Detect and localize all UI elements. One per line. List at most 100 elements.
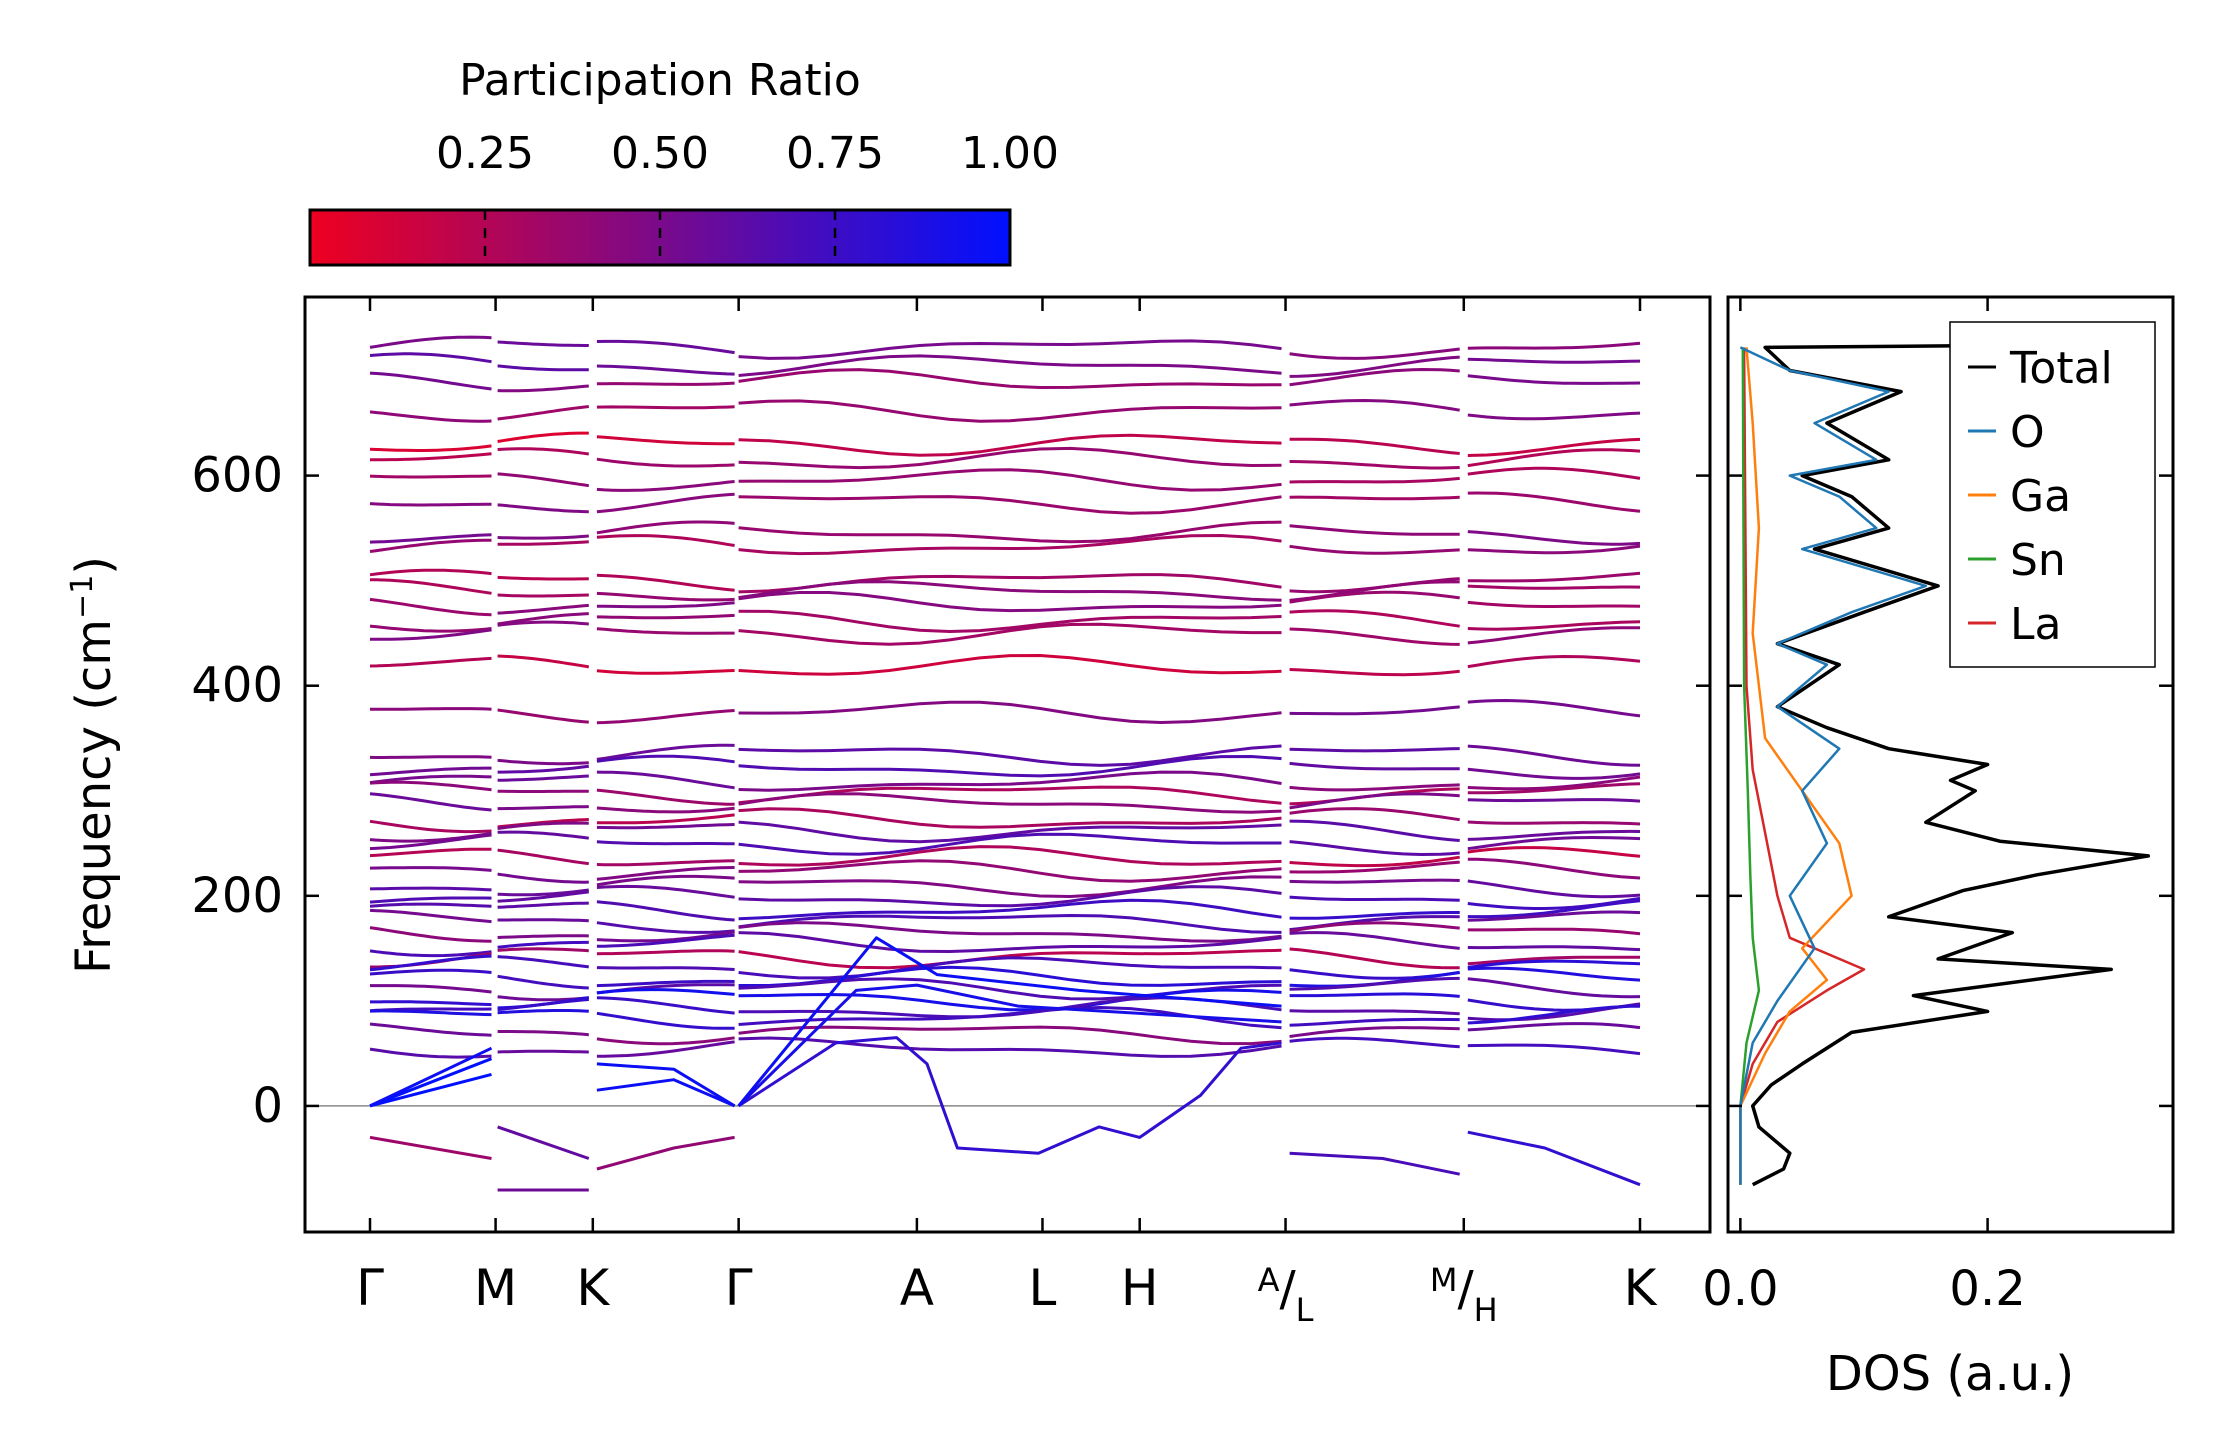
- phonon-band: [596, 520, 735, 535]
- band-structure-panel: 0 200 400 600 Γ M K Γ A L H A/L M/H K Frequency (cm−…: [65, 295, 1712, 1329]
- kpoint-label: K: [576, 1259, 610, 1317]
- phonon-band: [497, 405, 589, 421]
- phonon-band: [596, 806, 735, 814]
- phonon-band: [369, 896, 492, 904]
- phonon-band: [596, 930, 735, 943]
- phonon-band: [1289, 895, 1460, 902]
- phonon-band: [497, 603, 589, 615]
- phonon-band: [1467, 448, 1641, 468]
- phonon-band: [738, 368, 1282, 390]
- acoustic-branch: [737, 1036, 1282, 1155]
- legend-label: O: [2010, 407, 2045, 458]
- phonon-band: [1467, 374, 1641, 385]
- phonon-band: [596, 979, 735, 988]
- phonon-band: [738, 622, 1282, 646]
- phonon-band: [1467, 600, 1641, 608]
- phonon-band: [738, 770, 1282, 792]
- phonon-band: [1467, 1043, 1641, 1056]
- dos-legend: Total O Ga Sn La: [1949, 321, 2156, 668]
- phonon-band: [1467, 437, 1641, 457]
- phonon-band: [596, 949, 735, 956]
- colorbar-tick-label: 0.50: [611, 128, 709, 179]
- phonon-band: [1289, 840, 1460, 857]
- phonon-band: [738, 446, 1282, 470]
- phonon-band: [1289, 367, 1460, 387]
- phonon-band: [1289, 931, 1460, 950]
- phonon-band: [738, 875, 1282, 899]
- phonon-band: [1289, 976, 1460, 991]
- phonon-band: [1289, 627, 1460, 646]
- phonon-band: [497, 612, 589, 626]
- phonon-band: [1467, 899, 1641, 919]
- phonon-band: [738, 792, 1282, 814]
- phonon-band: [369, 886, 492, 892]
- phonon-band: [369, 926, 492, 943]
- phonon-band: [1467, 744, 1641, 767]
- phonon-band: [738, 520, 1282, 544]
- phonon-band: [596, 364, 735, 376]
- phonon-band: [596, 823, 735, 830]
- phonon-band: [369, 568, 492, 577]
- phonon-band: [497, 534, 589, 540]
- phonon-band: [1467, 910, 1641, 922]
- phonon-band: [596, 534, 735, 547]
- phonon-band: [497, 364, 589, 372]
- phonon-band: [370, 628, 492, 641]
- phonon-band: [369, 597, 492, 617]
- phonon-band: [596, 933, 735, 948]
- dos-x-ticks: 0.0 0.2: [1702, 297, 2026, 1317]
- phonon-band: [369, 502, 492, 507]
- phonon-band: [1467, 571, 1641, 583]
- phonon-band: [738, 1025, 1282, 1046]
- kpoint-label: M: [474, 1259, 517, 1317]
- phonon-band: [369, 352, 492, 364]
- phonon-band: [1467, 955, 1640, 966]
- phonon-band: [738, 591, 1282, 613]
- phonon-band: [497, 708, 589, 724]
- phonon-band: [369, 949, 492, 958]
- phonon-band: [1289, 792, 1460, 810]
- phonon-band: [497, 974, 589, 990]
- dos-x-tick-label: 0.2: [1949, 1261, 2025, 1317]
- kpoint-label: K: [1624, 1259, 1658, 1317]
- phonon-band: [1467, 466, 1641, 480]
- phonon-band: [596, 996, 735, 1015]
- phonon-band: [497, 654, 590, 669]
- phonon-band: [596, 754, 735, 764]
- acoustic-branch: [596, 1078, 736, 1108]
- phonon-band: [596, 405, 735, 410]
- phonon-band: [738, 700, 1282, 725]
- phonon-band: [596, 492, 735, 514]
- colorbar-title: Participation Ratio: [459, 55, 861, 106]
- phonon-band: [596, 591, 735, 602]
- phonon-band: [369, 902, 492, 908]
- legend-label: La: [2010, 599, 2061, 650]
- phonon-band: [738, 885, 1282, 908]
- phonon-band: [1289, 590, 1460, 604]
- phonon-band: [738, 845, 1282, 867]
- phonon-band: [1289, 476, 1460, 484]
- kpoint-label: A/L: [1258, 1261, 1314, 1329]
- phonon-band: [497, 1009, 589, 1015]
- phonon-band: [738, 807, 1282, 829]
- phonon-band: [1289, 992, 1460, 998]
- phonon-band: [596, 788, 735, 806]
- phonon-band: [1467, 1004, 1641, 1025]
- phonon-band: [596, 859, 735, 867]
- phonon-band: [497, 758, 589, 766]
- colorbar: Participation Ratio 0.25 0.50 0.75 1.00: [308, 55, 1059, 267]
- phonon-band: [497, 947, 589, 953]
- phonon-band: [738, 785, 1282, 805]
- phonon-band: [596, 743, 735, 761]
- phonon-band: [1289, 911, 1460, 920]
- phonon-band: [1467, 798, 1641, 803]
- phonon-band: [738, 609, 1282, 634]
- phonon-band: [1467, 977, 1641, 999]
- acoustic-branch: [369, 1057, 493, 1108]
- phonon-band: [1289, 609, 1460, 628]
- phonon-band: [1289, 761, 1460, 771]
- kpoint-label: L: [1029, 1259, 1057, 1317]
- phonon-band: [497, 901, 589, 909]
- phonon-band: [738, 859, 1282, 883]
- y-tick-label: 200: [191, 868, 283, 924]
